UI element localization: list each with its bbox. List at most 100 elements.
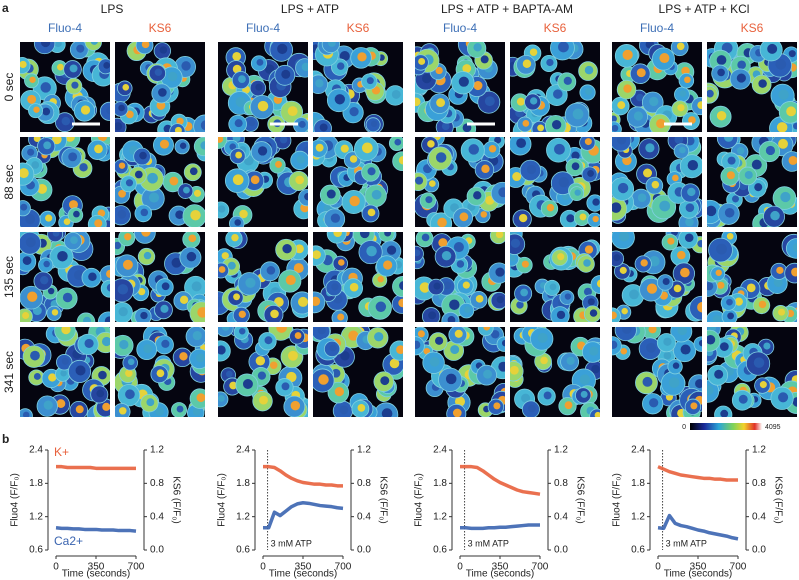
cell-nucleus <box>612 311 617 320</box>
cell-nucleus <box>118 104 125 112</box>
cell-nucleus <box>359 232 370 239</box>
cell-nucleus <box>329 344 337 352</box>
cell-nucleus <box>522 120 530 127</box>
cell-nucleus <box>141 232 151 237</box>
x-tick-label: 0 <box>260 562 266 573</box>
cell-nucleus <box>763 342 771 350</box>
cell-nucleus <box>435 152 447 163</box>
cell-nucleus <box>621 307 628 315</box>
cell-nucleus <box>238 75 246 84</box>
channel-label: Fluo-4 <box>640 21 674 35</box>
cell-nucleus <box>717 68 725 77</box>
cell-nucleus <box>572 108 584 120</box>
cell-nucleus <box>282 244 292 254</box>
cell <box>392 151 403 172</box>
cell-nucleus <box>558 177 569 188</box>
y2-axis-label: KS6 (F/F₀) <box>772 476 783 524</box>
cell <box>134 232 156 244</box>
cell-nucleus <box>629 289 639 300</box>
cell-nucleus <box>317 327 326 335</box>
cell-nucleus <box>528 404 536 413</box>
cell-nucleus <box>612 202 622 213</box>
cell-nucleus <box>227 261 236 270</box>
cell-nucleus <box>449 299 460 310</box>
cell-nucleus <box>174 126 182 132</box>
cell-nucleus <box>483 327 491 331</box>
cell-nucleus <box>529 48 538 56</box>
cell-nucleus <box>122 83 130 91</box>
cell-nucleus <box>617 182 629 194</box>
x-axis-label: Time (seconds) <box>466 569 535 580</box>
cell-nucleus <box>281 382 290 391</box>
cell-nucleus <box>452 408 462 417</box>
cell-nucleus <box>462 64 472 73</box>
cell-nucleus <box>361 142 373 154</box>
cell-nucleus <box>118 307 128 317</box>
cell-nucleus <box>633 111 643 121</box>
x-axis-label: Time (seconds) <box>62 569 131 580</box>
cell-nucleus <box>751 159 762 170</box>
y2-tick-label: 0.4 <box>752 511 766 522</box>
cell-nucleus <box>161 339 170 348</box>
cell-nucleus <box>450 345 460 355</box>
cell-nucleus <box>399 281 403 291</box>
cell-nucleus <box>20 168 29 179</box>
micrograph <box>707 327 797 417</box>
series-line <box>460 523 540 531</box>
cell-nucleus <box>501 339 505 347</box>
cell-nucleus <box>232 64 242 74</box>
cell-nucleus <box>75 365 86 376</box>
cell-nucleus <box>697 240 702 248</box>
cell-nucleus <box>221 252 229 260</box>
cell-nucleus <box>349 195 360 207</box>
cell-nucleus <box>584 65 594 75</box>
cell-nucleus <box>680 267 690 278</box>
cell-nucleus <box>106 106 110 115</box>
cell-nucleus <box>688 116 696 124</box>
cell-nucleus <box>687 160 699 171</box>
cell-nucleus <box>398 155 403 165</box>
cell-nucleus <box>293 263 304 274</box>
cell-nucleus <box>285 274 296 286</box>
cell-nucleus <box>473 191 482 200</box>
cell-nucleus <box>366 77 374 85</box>
cell-nucleus <box>776 122 788 132</box>
cell-nucleus <box>48 373 57 382</box>
cell-nucleus <box>51 309 59 316</box>
cell-nucleus <box>786 106 797 117</box>
cell-nucleus <box>238 310 246 318</box>
cell-nucleus <box>415 340 421 349</box>
cell-nucleus <box>118 189 126 198</box>
cell-nucleus <box>313 296 321 307</box>
cell-nucleus <box>778 392 789 403</box>
y2-tick-label: 0.4 <box>150 511 164 522</box>
cell-nucleus <box>687 187 696 197</box>
cell-nucleus <box>122 259 133 270</box>
cell-nucleus <box>727 156 736 165</box>
cell-nucleus <box>462 123 472 132</box>
y2-tick-label: 1.2 <box>150 445 164 456</box>
cell-nucleus <box>80 105 91 115</box>
cell-nucleus <box>357 52 367 62</box>
cell-nucleus <box>571 151 580 160</box>
cell-nucleus <box>530 97 538 105</box>
cell-nucleus <box>731 195 740 203</box>
y2-tick-label: 0.8 <box>150 478 164 489</box>
x-tick-label: 350 <box>295 562 312 573</box>
cell-nucleus <box>386 245 397 255</box>
cell-nucleus <box>179 295 189 305</box>
cell-nucleus <box>553 89 563 99</box>
y2-tick-label: 0.8 <box>752 478 766 489</box>
cell-nucleus <box>71 81 79 89</box>
cell-nucleus <box>753 357 765 368</box>
cell <box>20 232 42 255</box>
cell-nucleus <box>61 327 71 335</box>
cell-nucleus <box>88 272 97 282</box>
cell-nucleus <box>101 336 110 347</box>
cell-nucleus <box>160 304 169 313</box>
micrograph <box>510 42 600 132</box>
cell-nucleus <box>646 342 656 353</box>
cell-nucleus <box>52 232 60 237</box>
cell-nucleus <box>156 369 165 378</box>
cell-nucleus <box>275 160 282 168</box>
